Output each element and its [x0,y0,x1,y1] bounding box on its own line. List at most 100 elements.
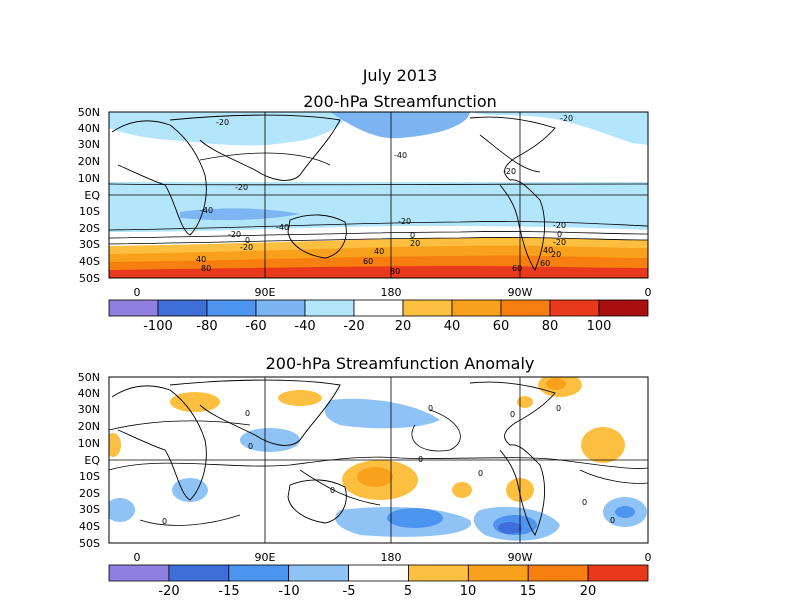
colorbar-swatch [255,299,306,317]
lon-label: 0 [645,286,652,299]
top-contour-labels: -20 -40 -40 -20 -20 -20 -40 -20 -20 0 -2… [196,114,573,276]
colorbar-label: 10 [460,584,477,599]
contour-label: 0 [162,517,167,526]
colorbar-swatch [598,299,649,317]
colorbar-label: 80 [542,319,559,334]
contour-label: 0 [248,442,253,451]
contour-label: -20 [235,183,248,192]
lon-label: 90W [508,286,533,299]
colorbar-swatch [108,299,159,317]
colorbar-label: -80 [196,319,217,334]
contour-label: 0 [582,498,587,507]
contour-label: 40 [374,247,384,256]
colorbar-label: -40 [294,319,315,334]
lat-label: 30N [78,403,100,416]
contour-label: 60 [512,264,522,273]
bottom-colorbar-labels: -20 -15 -10 -5 5 10 15 20 [158,584,596,599]
colorbar-swatch [500,299,551,317]
colorbar-swatch [408,564,469,582]
lon-label: 180 [381,286,402,299]
contour-label: 20 [410,239,420,248]
lat-label: 20N [78,155,100,168]
lon-label: 0 [134,551,141,564]
bottom-panel-title: 200-hPa Streamfunction Anomaly [265,354,535,373]
lat-label: 50S [79,272,100,285]
lat-label: 20S [79,487,100,500]
contour-label: -20 [228,230,241,239]
lat-label: 30S [79,503,100,516]
colorbar-swatch [587,564,649,582]
colorbar-swatch [467,564,529,582]
colorbar-swatch [108,564,170,582]
colorbar-label: 60 [493,319,510,334]
colorbar-swatch [451,299,502,317]
bottom-colorbar [108,564,649,582]
lat-label: 20N [78,420,100,433]
contour-label: 0 [330,486,335,495]
lat-label: 40S [79,255,100,268]
colorbar-swatch [353,299,404,317]
lat-label: 50S [79,537,100,550]
contour-label: 0 [245,236,250,245]
lat-label: 10N [78,172,100,185]
colorbar-swatch [527,564,589,582]
contour-label: -20 [398,217,411,226]
lat-label: EQ [84,454,100,467]
contour-label: 40 [196,255,206,264]
colorbar-swatch [168,564,230,582]
lon-label: 0 [134,286,141,299]
contour-label: -20 [560,114,573,123]
colorbar-label: -60 [245,319,266,334]
colorbar-swatch [402,299,453,317]
contour-label: 60 [363,257,373,266]
contour-label: 80 [201,264,211,273]
colorbar-label: -20 [343,319,364,334]
colorbar-label: 20 [580,584,597,599]
colorbar-label: 15 [520,584,537,599]
colorbar-label: 20 [395,319,412,334]
contour-label: -40 [200,206,213,215]
contour-label: 0 [418,455,423,464]
colorbar-swatch [206,299,257,317]
lat-label: 10S [79,205,100,218]
top-colorbar-labels: -100 -80 -60 -40 -20 20 40 60 80 100 [143,319,611,334]
contour-label: 0 [478,469,483,478]
colorbar-swatch [288,564,349,582]
colorbar-label: 40 [444,319,461,334]
lon-label: 90W [508,551,533,564]
contour-label: -40 [276,223,289,232]
lat-label: 30S [79,238,100,251]
contour-label: -20 [553,238,566,247]
contour-label: -20 [240,243,253,252]
lon-label: 0 [645,551,652,564]
colorbar-swatch [157,299,208,317]
colorbar-swatch [549,299,600,317]
bottom-map: 50N 40N 30N 20N 10N EQ 10S 20S 30S 40S 5… [78,371,652,564]
contour-label: 0 [556,404,561,413]
lat-label: 40N [78,387,100,400]
colorbar-label: -100 [143,319,173,334]
lat-label: 10S [79,470,100,483]
colorbar-label: -15 [218,584,239,599]
colorbar-label: -5 [343,584,356,599]
lat-label: 20S [79,222,100,235]
lat-label: 50N [78,371,100,384]
contour-label: -20 [216,118,229,127]
lon-label: 90E [255,551,276,564]
bottom-contour-labels: 0 0 0 0 0 0 0 0 0 0 0 [162,404,615,526]
contour-label: 0 [428,404,433,413]
lat-label: 30N [78,138,100,151]
lon-label: 90E [255,286,276,299]
colorbar-swatch [304,299,355,317]
contour-label: -40 [394,151,407,160]
contour-label: 60 [540,259,550,268]
page-title: July 2013 [362,66,438,85]
contour-label: 0 [610,516,615,525]
colorbar-label: 5 [404,584,412,599]
colorbar-label: -20 [158,584,179,599]
contour-label: 0 [557,230,562,239]
contour-label: 40 [543,246,553,255]
lat-label: EQ [84,189,100,202]
contour-label: 80 [390,267,400,276]
